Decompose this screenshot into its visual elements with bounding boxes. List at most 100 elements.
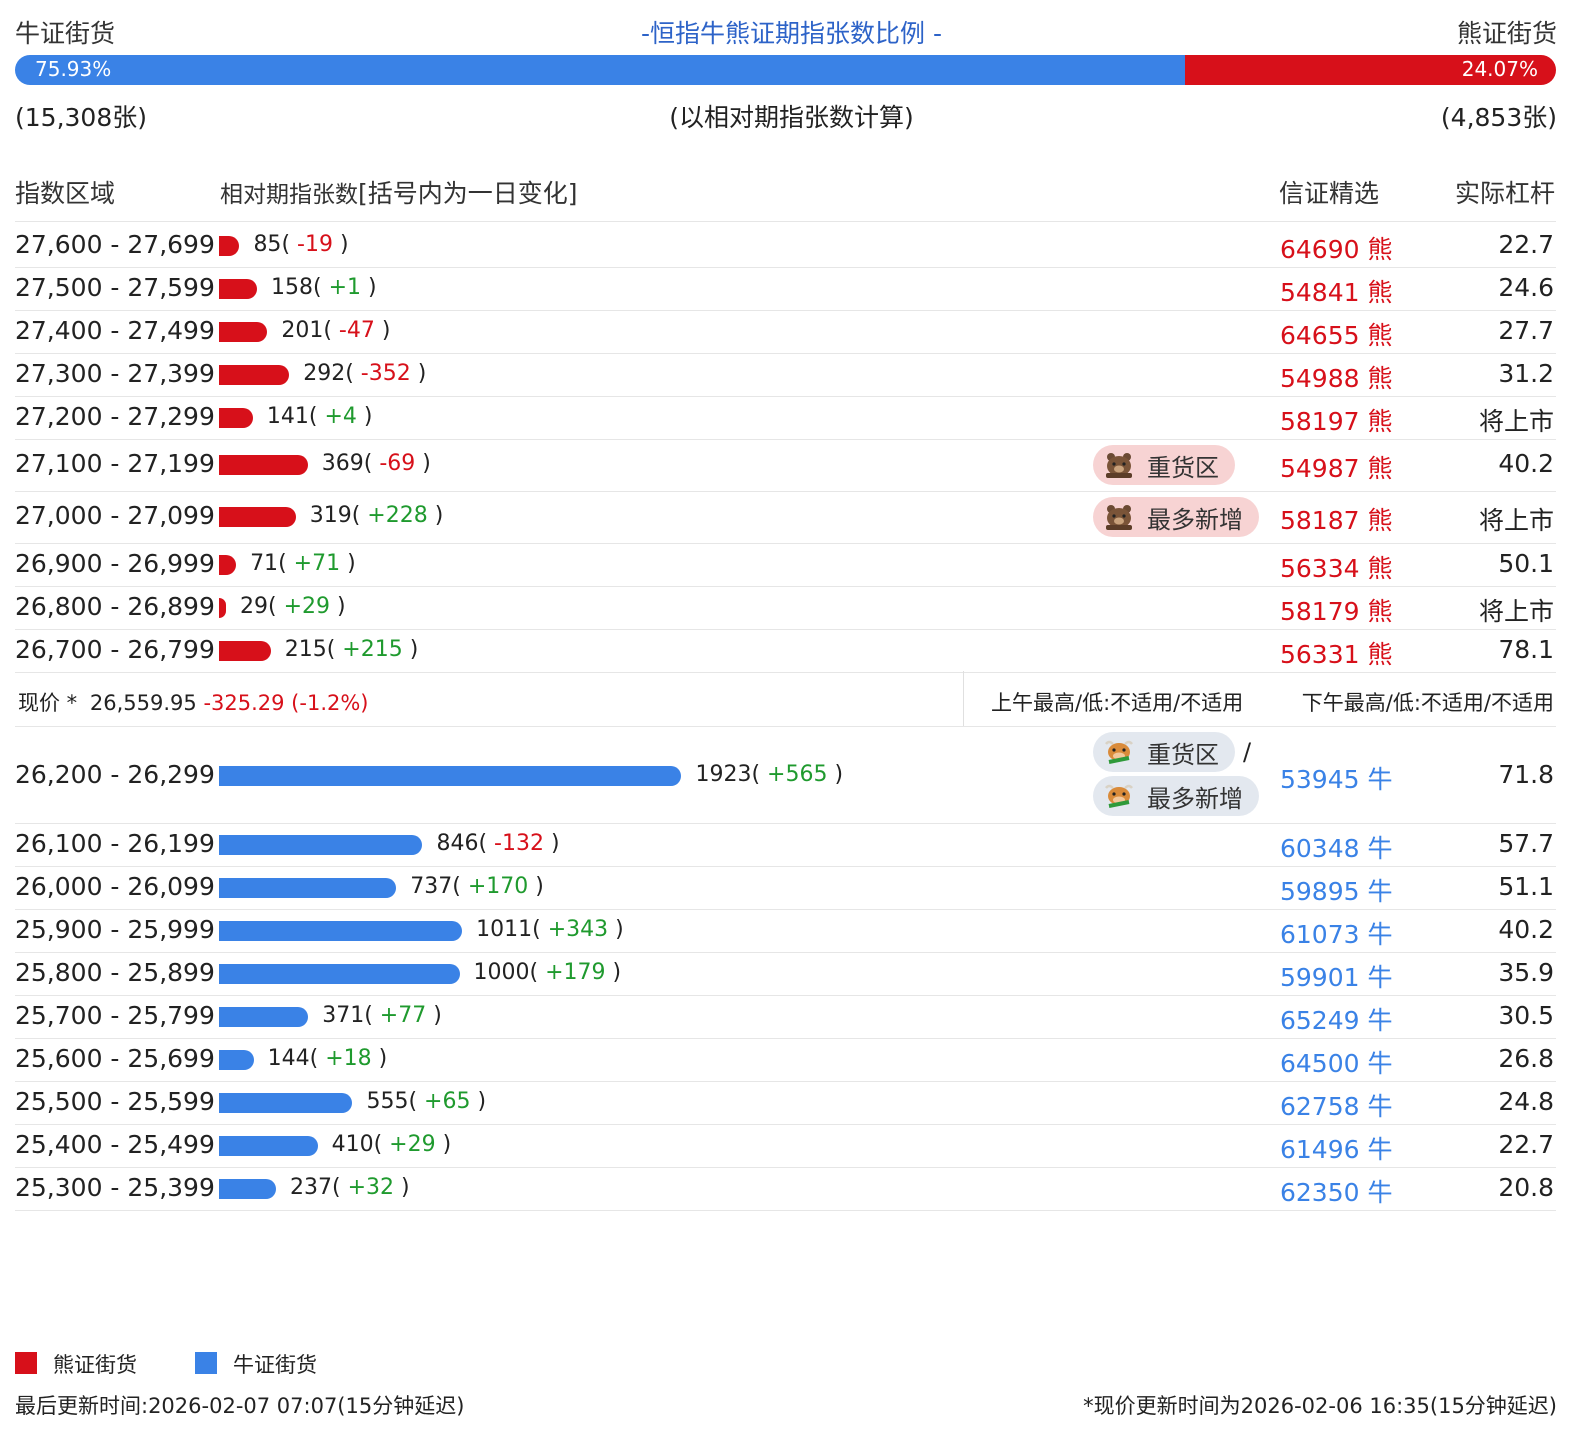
warrant-code[interactable]: 64690	[1280, 234, 1360, 264]
warrant-code[interactable]: 59895	[1280, 876, 1360, 906]
effective-leverage: 31.2	[1498, 358, 1554, 388]
index-range: 27,100 - 27,199	[15, 449, 215, 478]
warrant-code[interactable]: 56331	[1280, 639, 1360, 669]
contracts-count: 158	[270, 274, 313, 300]
warrant-kind: 牛	[1367, 919, 1393, 949]
warrant-code[interactable]: 54988	[1280, 363, 1360, 393]
price-row-divider	[963, 671, 964, 726]
bull-mascot-icon	[1103, 738, 1135, 766]
legend-bull-label: 牛证街货	[233, 1353, 317, 1377]
warrant-code-link[interactable]: 56334 熊	[1280, 549, 1393, 585]
warrant-code-link[interactable]: 60348 牛	[1280, 829, 1393, 865]
bear-tag: 最多新增	[1093, 497, 1259, 537]
warrant-code[interactable]: 61496	[1280, 1134, 1360, 1164]
warrant-code-link[interactable]: 59895 牛	[1280, 872, 1393, 908]
col-header-range: 指数区域	[15, 179, 116, 208]
contracts-count: 201	[281, 317, 324, 343]
contracts-value: 215( +215 )	[284, 636, 419, 662]
daily-change: +65	[424, 1088, 471, 1114]
contracts-value: 555( +65 )	[366, 1088, 487, 1114]
warrant-code[interactable]: 64500	[1280, 1048, 1360, 1078]
warrant-code[interactable]: 56334	[1280, 553, 1360, 583]
warrant-code-link[interactable]: 53945 牛	[1280, 760, 1393, 796]
warrant-kind: 熊	[1367, 406, 1393, 436]
warrant-code[interactable]: 58187	[1280, 506, 1360, 535]
warrant-kind: 牛	[1367, 1177, 1393, 1207]
warrant-kind: 熊	[1367, 639, 1393, 669]
bear-row: 27,500 - 27,599 158( +1 ) 54841 熊 24.6	[15, 267, 1556, 311]
price-updated: *现价更新时间为2026-02-06 16:35(15分钟延迟)	[1083, 1394, 1557, 1418]
warrant-code[interactable]: 62350	[1280, 1177, 1360, 1207]
current-price-label: 现价 *	[18, 691, 78, 715]
warrant-code[interactable]: 60348	[1280, 833, 1360, 863]
daily-change: +71	[293, 550, 341, 576]
col-header-contracts-label: 相对期指张数	[220, 182, 358, 208]
contracts-count: 369	[321, 451, 364, 476]
warrant-code[interactable]: 64655	[1280, 320, 1360, 350]
warrant-code-link[interactable]: 58179 熊	[1280, 592, 1393, 628]
bear-row: 26,700 - 26,799 215( +215 ) 56331 熊 78.1	[15, 629, 1556, 673]
daily-change: +29	[283, 593, 331, 619]
warrant-code-link[interactable]: 59901 牛	[1280, 958, 1393, 994]
contracts-value: 158( +1 )	[270, 274, 377, 300]
warrant-code-link[interactable]: 62350 牛	[1280, 1173, 1393, 1209]
warrant-kind: 牛	[1367, 962, 1393, 992]
contracts-count: 71	[250, 550, 279, 576]
contracts-value: 737( +170 )	[410, 873, 544, 899]
warrant-code[interactable]: 62758	[1280, 1091, 1360, 1121]
bull-row: 25,600 - 25,699 144( +18 ) 64500 牛 26.8	[15, 1038, 1556, 1082]
warrant-kind: 熊	[1367, 234, 1393, 264]
warrant-code-link[interactable]: 56331 熊	[1280, 635, 1393, 671]
col-header-contracts: 相对期指张数[括号内为一日变化]	[220, 174, 578, 210]
contracts-value: 319( +228 )	[309, 503, 444, 528]
warrant-kind: 熊	[1367, 553, 1393, 583]
warrant-code-link[interactable]: 64655 熊	[1280, 316, 1393, 352]
bull-contracts-bar	[219, 877, 397, 898]
warrant-code[interactable]: 58197	[1280, 406, 1360, 436]
index-range: 25,600 - 25,699	[15, 1043, 215, 1073]
warrant-code[interactable]: 59901	[1280, 962, 1360, 992]
daily-change: -132	[494, 830, 544, 856]
effective-leverage: 20.8	[1498, 1172, 1554, 1202]
warrant-code-link[interactable]: 54988 熊	[1280, 359, 1393, 395]
warrant-code-link[interactable]: 65249 牛	[1280, 1001, 1393, 1037]
header-divider	[15, 221, 1556, 222]
contracts-value: 369( -69 )	[321, 451, 431, 476]
contracts-count: 292	[303, 360, 346, 386]
warrant-code-link[interactable]: 61073 牛	[1280, 915, 1393, 951]
bull-row: 25,300 - 25,399 237( +32 ) 62350 牛 20.8	[15, 1167, 1556, 1211]
contracts-count: 144	[267, 1045, 310, 1071]
bear-ratio-label: 24.07%	[1461, 57, 1538, 81]
bear-contracts-bar	[219, 455, 308, 475]
legend-bull-swatch	[195, 1352, 217, 1374]
daily-change: -47	[338, 317, 375, 343]
warrant-code-link[interactable]: 54987 熊	[1280, 449, 1393, 485]
warrant-code[interactable]: 54841	[1280, 277, 1360, 307]
col-header-pick[interactable]: 信证精选	[1279, 179, 1380, 208]
warrant-code-link[interactable]: 61496 牛	[1280, 1130, 1393, 1166]
bear-count: (4,853张)	[1440, 103, 1557, 132]
warrant-kind: 熊	[1367, 277, 1393, 307]
bear-contracts-bar	[219, 407, 253, 428]
warrant-code[interactable]: 53945	[1280, 764, 1360, 794]
effective-leverage: 71.8	[1498, 759, 1554, 789]
warrant-code-link[interactable]: 64500 牛	[1280, 1044, 1393, 1080]
warrant-code[interactable]: 65249	[1280, 1005, 1360, 1035]
bull-outstanding-title: 牛证街货	[15, 19, 116, 48]
current-price-value: 26,559.95	[89, 691, 197, 715]
warrant-code-link[interactable]: 54841 熊	[1280, 273, 1393, 309]
bear-contracts-bar	[219, 364, 290, 385]
index-range: 26,000 - 26,099	[15, 871, 215, 901]
warrant-code[interactable]: 61073	[1280, 919, 1360, 949]
warrant-kind: 牛	[1367, 1005, 1393, 1035]
warrant-code-link[interactable]: 58187 熊	[1280, 501, 1393, 537]
warrant-code-link[interactable]: 62758 牛	[1280, 1087, 1393, 1123]
bear-row: 27,400 - 27,499 201( -47 ) 64655 熊 27.7	[15, 310, 1556, 354]
contracts-value: 1011( +343 )	[476, 916, 624, 942]
effective-leverage: 51.1	[1498, 871, 1554, 901]
warrant-code-link[interactable]: 58197 熊	[1280, 402, 1393, 438]
warrant-code-link[interactable]: 64690 熊	[1280, 230, 1393, 266]
warrant-code[interactable]: 54987	[1280, 454, 1360, 483]
bull-row: 25,400 - 25,499 410( +29 ) 61496 牛 22.7	[15, 1124, 1556, 1168]
warrant-code[interactable]: 58179	[1280, 596, 1360, 626]
